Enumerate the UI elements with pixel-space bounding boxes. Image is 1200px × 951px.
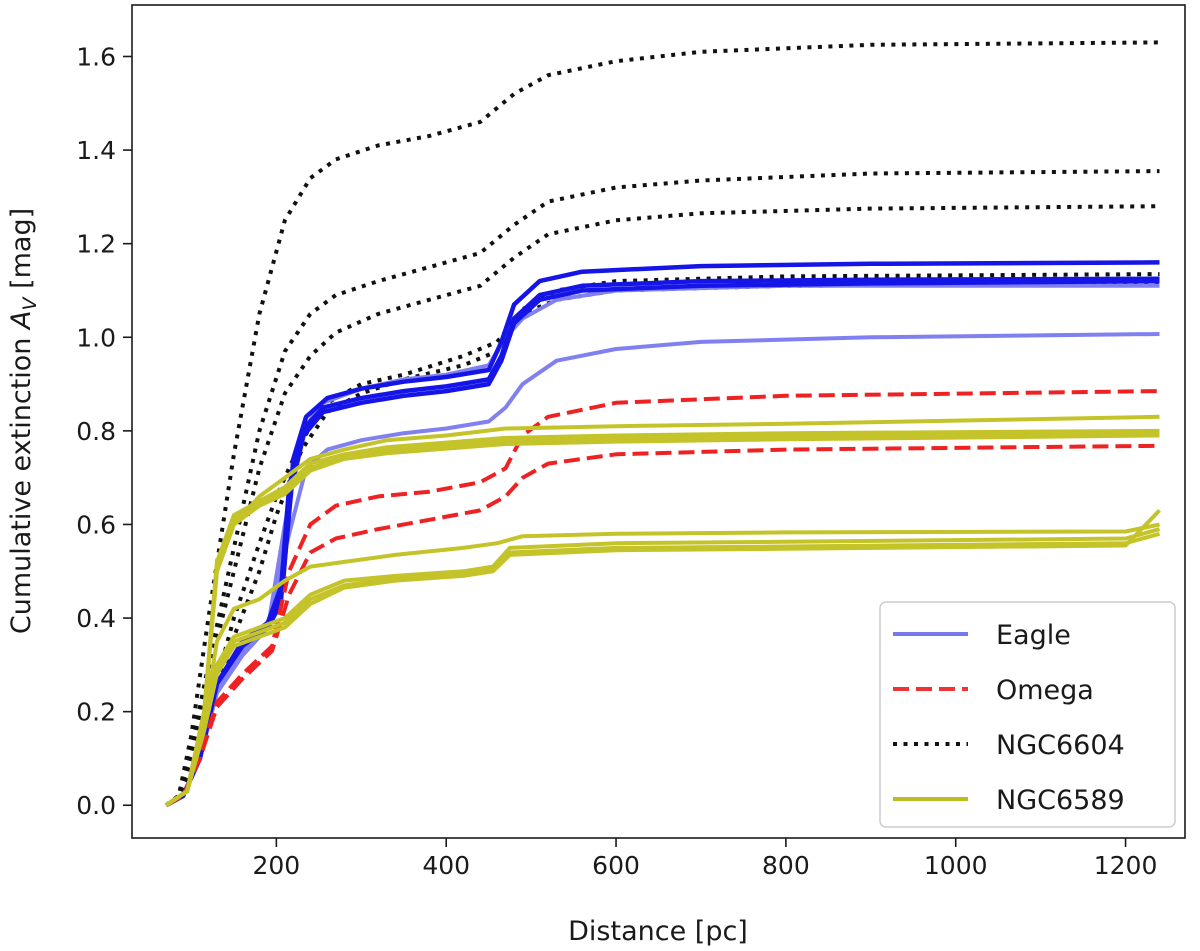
y-axis-label-prefix: Cumulative extinction xyxy=(6,329,37,634)
y-tick-label: 0.6 xyxy=(76,510,116,539)
legend-label-ngc6604: NGC6604 xyxy=(996,730,1125,761)
y-tick-label: 0.0 xyxy=(76,791,116,820)
x-tick-label: 800 xyxy=(762,851,810,880)
series-line-ngc6589-16 xyxy=(164,522,1160,807)
series-line-ngc6589-15 xyxy=(164,433,1160,807)
y-axis-label: Cumulative extinction AV [mag] xyxy=(6,208,41,634)
y-tick-label: 1.4 xyxy=(76,136,116,165)
y-axis-label-subscript: V xyxy=(19,296,41,311)
series-line-eagle-5 xyxy=(165,332,1160,807)
series-line-ngc6604-0 xyxy=(164,40,1160,807)
y-tick-label: 1.2 xyxy=(76,230,116,259)
ticks-layer: 200 400 600 800 1000 1200 0.0 0.2 0.4 0.6 0.8 1.0 1.… xyxy=(76,42,1157,880)
y-tick-label: 1.6 xyxy=(76,42,116,71)
y-axis-label-suffix: [mag] xyxy=(6,208,37,298)
y-tick-label: 0.8 xyxy=(76,417,116,446)
x-axis-label: Distance [pc] xyxy=(568,916,748,947)
series-line-omega-11 xyxy=(165,443,1160,807)
series-line-omega-10 xyxy=(165,389,1160,807)
x-tick-label: 200 xyxy=(253,851,301,880)
y-tick-label: 0.4 xyxy=(76,604,116,633)
y-axis-label-symbol: A xyxy=(6,311,37,331)
x-tick-label: 600 xyxy=(592,851,640,880)
x-tick-label: 1000 xyxy=(924,851,988,880)
x-tick-label: 1200 xyxy=(1094,851,1158,880)
legend-label-omega: Omega xyxy=(996,675,1094,706)
plot-frame xyxy=(131,4,1186,839)
legend-label-ngc6589: NGC6589 xyxy=(996,785,1125,816)
legend-box xyxy=(879,601,1176,828)
legend-label-eagle: Eagle xyxy=(996,620,1071,651)
series-line-ngc6589-19 xyxy=(164,509,1161,807)
y-tick-label: 0.2 xyxy=(76,698,116,727)
legend: Eagle Omega NGC6604 NGC6589 xyxy=(879,601,1176,828)
series-line-eagle-9 xyxy=(164,260,1160,808)
series-layer xyxy=(164,40,1161,808)
x-tick-label: 400 xyxy=(422,851,470,880)
y-tick-label: 1.0 xyxy=(76,323,116,352)
